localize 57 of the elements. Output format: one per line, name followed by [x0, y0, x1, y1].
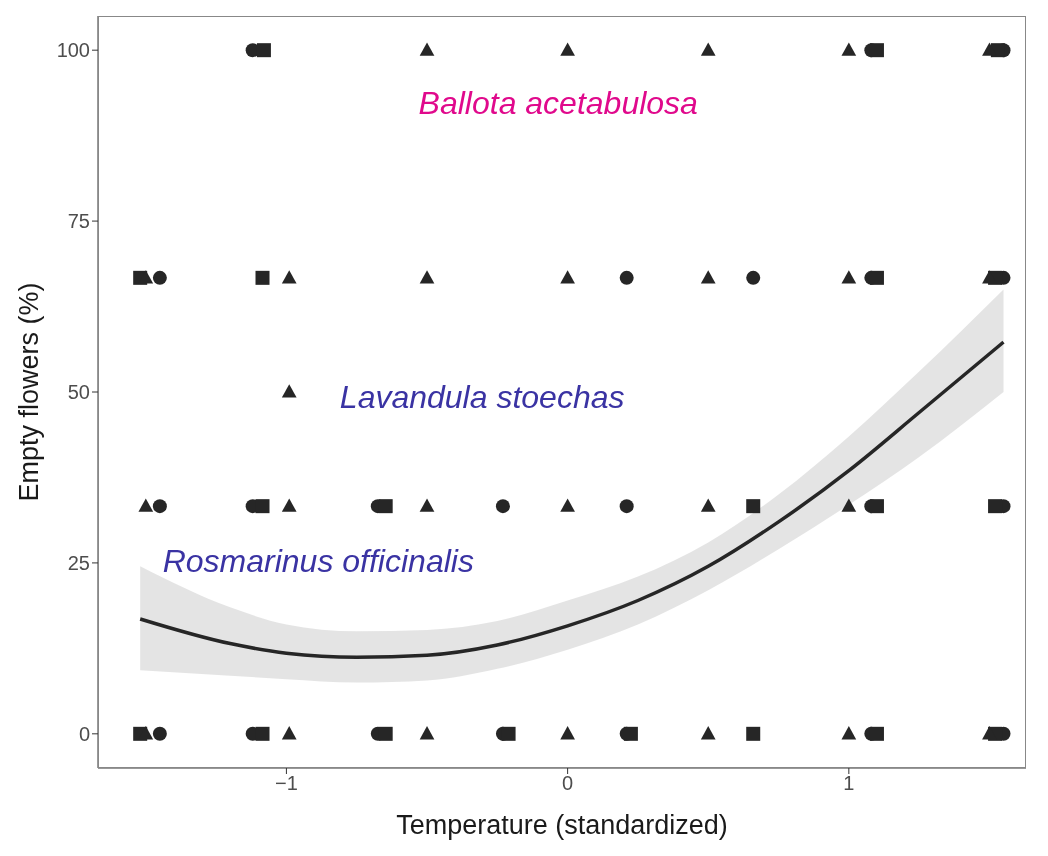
point: [501, 726, 516, 741]
point: [619, 270, 634, 285]
y-tick-label: 50: [67, 381, 90, 404]
annotation: Lavandula stoechas: [339, 378, 625, 416]
point: [378, 726, 393, 741]
point: [746, 726, 761, 741]
point: [281, 384, 297, 398]
point: [841, 726, 857, 740]
y-axis-title: Empty flowers (%): [13, 282, 44, 502]
point: [152, 726, 167, 741]
point: [619, 499, 634, 514]
y-tick-label: 100: [56, 39, 90, 62]
x-tick-label: 0: [562, 772, 574, 795]
point: [560, 270, 575, 284]
point: [746, 270, 761, 285]
point: [281, 270, 297, 284]
point: [700, 42, 716, 56]
x-tick-label: 1: [843, 772, 855, 795]
point: [152, 499, 167, 514]
x-axis-title: Temperature (standardized): [396, 810, 728, 840]
point: [700, 270, 716, 284]
point: [378, 499, 393, 514]
annotation: Rosmarinus officinalis: [162, 542, 474, 580]
point: [560, 498, 575, 512]
point: [419, 42, 435, 56]
point: [746, 499, 761, 514]
x-tick-label: −1: [275, 772, 298, 795]
point: [152, 270, 167, 285]
point: [560, 726, 575, 740]
point: [700, 726, 716, 740]
point: [138, 498, 154, 512]
point: [495, 499, 510, 514]
annotation: Ballota acetabulosa: [418, 84, 698, 122]
point: [419, 498, 435, 512]
point: [256, 43, 271, 58]
point: [841, 498, 857, 512]
point: [255, 499, 270, 514]
point: [841, 270, 857, 284]
point: [869, 499, 884, 514]
point: [869, 726, 884, 741]
point: [419, 270, 435, 284]
point: [869, 270, 884, 285]
point: [869, 43, 884, 58]
y-tick-label: 75: [67, 210, 90, 233]
point: [700, 498, 716, 512]
y-tick-label: 25: [67, 552, 90, 575]
point: [281, 726, 297, 740]
point: [255, 270, 270, 285]
y-tick-label: 0: [78, 722, 90, 745]
point: [419, 726, 435, 740]
line-series: [138, 340, 1006, 659]
point: [281, 498, 297, 512]
point: [841, 42, 857, 56]
point: [255, 726, 270, 741]
point: [560, 42, 575, 56]
point: [623, 726, 638, 741]
point: [988, 499, 1003, 514]
